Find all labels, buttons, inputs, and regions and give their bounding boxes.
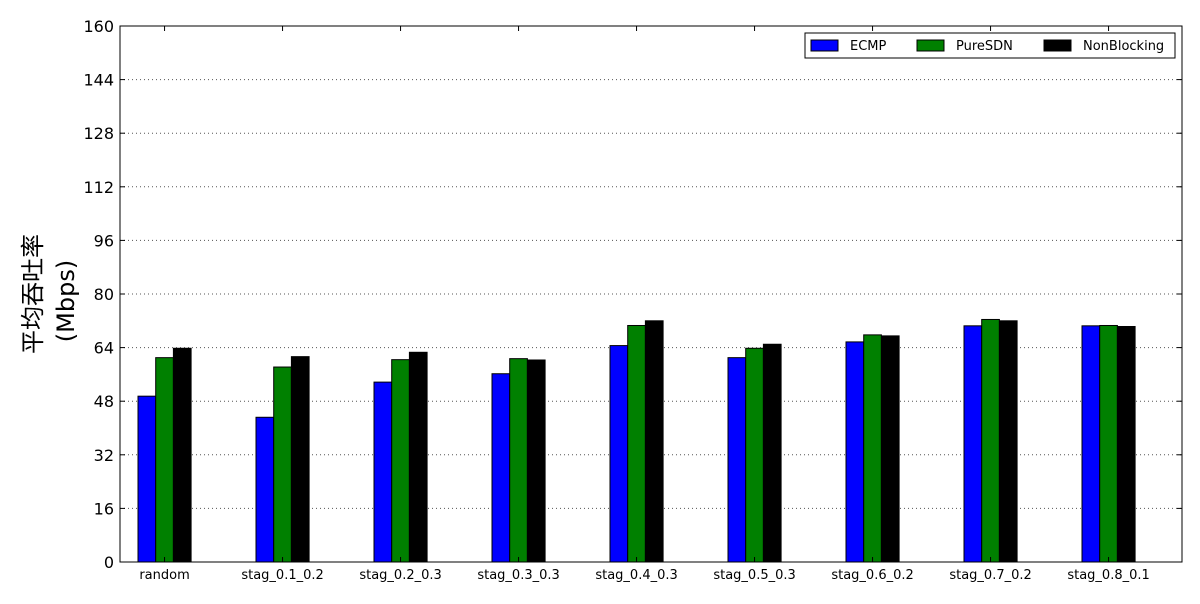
- x-tick-label: stag_0.3_0.3: [477, 568, 559, 583]
- y-axis-unit: (Mbps): [52, 260, 80, 342]
- legend-label-nonblocking: NonBlocking: [1083, 39, 1164, 54]
- legend-label-puresdn: PureSDN: [956, 39, 1013, 54]
- x-tick-label: stag_0.1_0.2: [241, 568, 323, 583]
- bar-nonblocking-stag_0-4_0-3: [644, 320, 664, 563]
- legend-label-ecmp: ECMP: [850, 39, 887, 54]
- y-tick-label: 48: [94, 392, 114, 411]
- bar-ecmp-stag_0-7_0-2: [963, 325, 983, 563]
- bar-ecmp-stag_0-5_0-3: [727, 357, 747, 563]
- bar-ecmp-stag_0-8_0-1: [1081, 325, 1101, 563]
- x-tick-label: stag_0.7_0.2: [949, 568, 1031, 583]
- bar-puresdn-stag_0-5_0-3: [745, 347, 764, 563]
- y-axis-label: 平均吞吐率 (Mbps): [19, 234, 80, 354]
- bar-nonblocking-stag_0-7_0-2: [998, 320, 1018, 563]
- legend-swatch-nonblocking: [1043, 39, 1072, 52]
- legend-swatch-ecmp: [810, 39, 839, 52]
- bar-puresdn-stag_0-8_0-1: [1099, 324, 1118, 563]
- bar-nonblocking-stag_0-5_0-3: [762, 343, 782, 563]
- bar-puresdn-stag_0-1_0-2: [273, 366, 292, 563]
- bar-ecmp-stag_0-2_0-3: [373, 381, 393, 563]
- bar-nonblocking-random: [172, 347, 192, 563]
- axis-ticks: 0 16 32 48 64 80 96 112 128 144 160 random stag_0.1_…: [83, 17, 1182, 583]
- x-tick-label: random: [139, 568, 189, 583]
- y-tick-label: 112: [83, 178, 114, 197]
- bar-nonblocking-stag_0-1_0-2: [290, 356, 310, 563]
- bar-nonblocking-stag_0-6_0-2: [880, 335, 900, 563]
- bar-ecmp-stag_0-1_0-2: [255, 416, 275, 563]
- bar-puresdn-random: [155, 357, 174, 563]
- y-tick-label: 64: [94, 339, 114, 358]
- y-axis-title: 平均吞吐率: [19, 234, 47, 354]
- bar-puresdn-stag_0-6_0-2: [863, 334, 882, 563]
- x-tick-label: stag_0.2_0.3: [359, 568, 441, 583]
- y-tick-label: 160: [83, 17, 114, 36]
- legend: ECMP PureSDN NonBlocking: [804, 32, 1176, 59]
- y-tick-label: 128: [83, 124, 114, 143]
- bar-puresdn-stag_0-4_0-3: [627, 324, 646, 563]
- x-tick-label: stag_0.6_0.2: [831, 568, 913, 583]
- bars: [137, 318, 1136, 563]
- bar-ecmp-random: [137, 395, 157, 563]
- x-tick-label: stag_0.5_0.3: [713, 568, 795, 583]
- y-tick-label: 0: [104, 553, 114, 572]
- bar-puresdn-stag_0-7_0-2: [981, 318, 1000, 563]
- y-tick-label: 16: [94, 499, 114, 518]
- y-tick-label: 80: [94, 285, 114, 304]
- bar-puresdn-stag_0-2_0-3: [391, 359, 410, 563]
- bar-puresdn-stag_0-3_0-3: [509, 358, 528, 563]
- y-tick-label: 144: [83, 71, 114, 90]
- legend-swatch-puresdn: [916, 39, 945, 52]
- y-tick-label: 32: [94, 446, 114, 465]
- bar-ecmp-stag_0-6_0-2: [845, 341, 865, 563]
- bar-ecmp-stag_0-3_0-3: [491, 373, 511, 563]
- bar-ecmp-stag_0-4_0-3: [609, 345, 629, 563]
- bar-nonblocking-stag_0-2_0-3: [408, 351, 428, 563]
- y-tick-label: 96: [94, 231, 114, 250]
- bar-nonblocking-stag_0-3_0-3: [526, 359, 546, 563]
- bar-nonblocking-stag_0-8_0-1: [1116, 325, 1136, 563]
- legend-box: [804, 32, 1176, 59]
- x-tick-label: stag_0.8_0.1: [1067, 568, 1149, 583]
- x-tick-label: stag_0.4_0.3: [595, 568, 677, 583]
